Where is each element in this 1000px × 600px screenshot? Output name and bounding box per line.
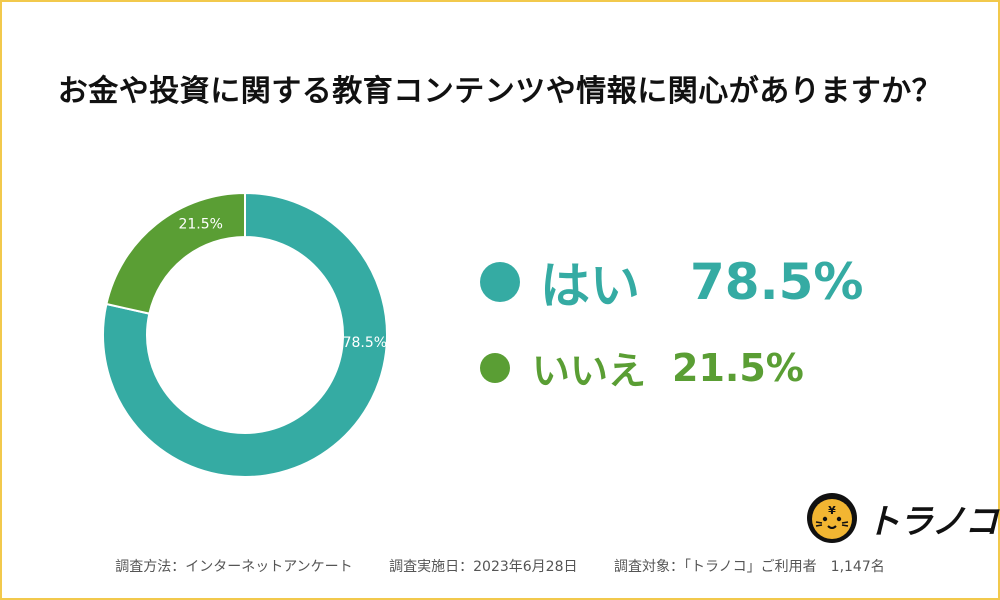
legend-value-yes: 78.5% — [690, 253, 864, 311]
toranoko-logo: ¥ トラノコ — [806, 492, 998, 544]
chart-title: お金や投資に関する教育コンテンツや情報に関心がありますか？ — [57, 74, 943, 109]
logo-text: トラノコ — [866, 501, 998, 542]
legend-value-no: 21.5% — [672, 345, 804, 390]
donut-slice-1 — [105, 191, 246, 315]
survey-date: 調査実施日：2023年6月28日 — [389, 559, 578, 575]
legend-label-yes: はい — [540, 257, 640, 315]
survey-method: 調査方法：インターネットアンケート — [115, 559, 353, 575]
donut-slice-0 — [102, 191, 388, 478]
legend-label-no: いいえ — [532, 349, 647, 393]
donut-label-0: 78.5% — [343, 335, 387, 351]
legend-item-no: いいえ 21.5% — [480, 340, 804, 395]
donut-label-1: 21.5% — [178, 216, 222, 232]
survey-footer: 調査方法：インターネットアンケート 調査実施日：2023年6月28日 調査対象：… — [0, 556, 1000, 576]
donut-chart: 78.5% 21.5% — [102, 191, 388, 478]
svg-text:¥: ¥ — [828, 504, 836, 517]
legend-dot-yes — [480, 262, 520, 302]
survey-target: 調査対象：「トラノコ」ご利用者 1,147名 — [613, 559, 885, 575]
legend-dot-no — [480, 352, 510, 383]
legend-item-yes: はい 78.5% — [480, 246, 863, 318]
tiger-logo-icon: ¥ — [807, 493, 857, 543]
